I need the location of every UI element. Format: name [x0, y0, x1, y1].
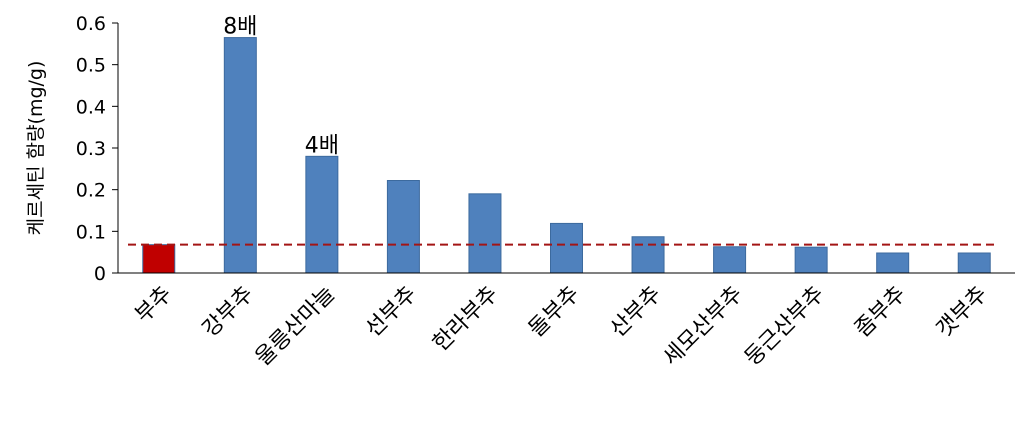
x-category-label: 돌부추 — [524, 282, 585, 343]
y-tick-label: 0.2 — [76, 180, 106, 202]
y-tick-label: 0.1 — [76, 221, 106, 243]
bar-11 — [957, 252, 991, 274]
bar-2 — [223, 37, 257, 274]
bar-9 — [794, 246, 828, 274]
y-tick-label: 0.4 — [76, 96, 106, 118]
y-tick-label: 0.6 — [76, 13, 106, 35]
x-category-label: 울릉산마늘 — [251, 282, 340, 371]
bars — [142, 37, 991, 274]
x-category-label: 산부추 — [606, 282, 667, 343]
x-category-label: 강부추 — [198, 282, 259, 343]
y-tick-label: 0.5 — [76, 55, 106, 77]
axes — [117, 23, 1015, 274]
x-category-label: 한라부추 — [428, 282, 503, 357]
x-category-label: 좀부추 — [850, 282, 911, 343]
bar-4 — [386, 180, 420, 274]
bar-10 — [876, 252, 910, 274]
bar-8 — [713, 246, 747, 274]
bar-annotation: 4배 — [305, 133, 339, 158]
y-tick-label: 0.3 — [76, 138, 106, 160]
bar-5 — [468, 193, 502, 274]
x-category-label: 부추 — [131, 282, 177, 328]
x-category-label: 둥근산부추 — [740, 282, 829, 371]
bar-1 — [142, 244, 176, 274]
x-category-label: 선부추 — [361, 282, 422, 343]
bar-6 — [550, 222, 583, 274]
x-category-label: 갯부추 — [932, 282, 993, 343]
bar-annotation: 8배 — [223, 15, 257, 40]
y-axis-ticks: 0 0.1 0.2 0.3 0.4 0.5 0.6 — [76, 13, 118, 285]
bar-7 — [631, 236, 665, 274]
bar-3 — [305, 155, 339, 274]
annotations: 8배 4배 — [223, 15, 339, 159]
x-category-label: 세모산부추 — [659, 282, 748, 371]
y-tick-label: 0 — [94, 263, 106, 285]
y-axis-title: 케르세틴 함량(mg/g) — [25, 61, 47, 236]
